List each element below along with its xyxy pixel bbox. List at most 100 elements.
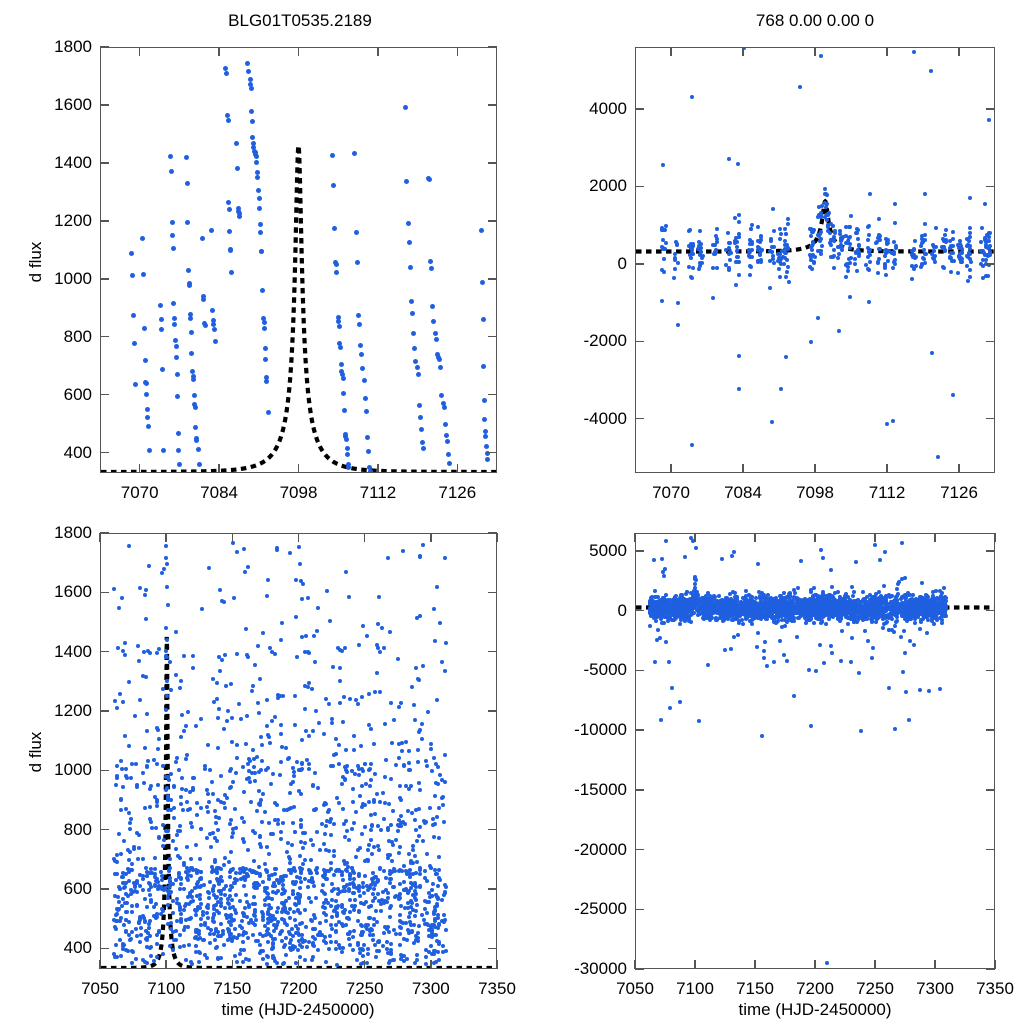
data-point	[246, 68, 252, 74]
data-point	[333, 736, 338, 741]
data-point	[142, 918, 147, 923]
data-point	[278, 772, 282, 777]
data-point	[343, 764, 348, 769]
data-point	[661, 270, 666, 275]
data-point	[272, 917, 277, 922]
data-point	[269, 897, 274, 902]
data-point	[242, 570, 247, 575]
data-point	[246, 847, 251, 852]
data-point	[241, 884, 246, 889]
data-point	[259, 743, 264, 748]
data-point	[241, 959, 246, 964]
data-point	[379, 625, 384, 630]
data-point	[437, 621, 442, 625]
data-point	[314, 830, 319, 834]
data-point	[138, 586, 143, 591]
data-point	[141, 674, 146, 679]
data-point	[948, 269, 953, 274]
data-point	[358, 744, 363, 748]
data-point	[170, 246, 176, 252]
data-point	[266, 955, 271, 960]
data-point	[261, 917, 266, 922]
data-point	[387, 629, 392, 634]
data-point	[334, 795, 339, 800]
data-point	[243, 957, 248, 962]
data-point	[367, 722, 372, 727]
data-point	[282, 903, 286, 908]
data-point	[174, 847, 179, 851]
data-point	[209, 228, 215, 234]
data-point	[314, 895, 319, 900]
data-point	[407, 914, 411, 919]
data-point	[749, 254, 754, 259]
data-point	[480, 317, 486, 323]
data-point	[322, 890, 327, 895]
data-point	[313, 709, 318, 713]
data-point	[368, 903, 373, 908]
data-point	[263, 374, 269, 380]
data-point	[270, 649, 275, 654]
data-point	[157, 736, 162, 741]
data-point	[144, 938, 149, 943]
data-point	[122, 641, 127, 646]
data-point	[396, 828, 400, 833]
data-point	[141, 650, 146, 654]
data-point	[240, 836, 245, 841]
data-point	[198, 856, 202, 861]
data-point	[837, 329, 842, 334]
data-point	[293, 578, 298, 583]
data-point	[239, 947, 244, 952]
data-point	[345, 462, 351, 468]
data-point	[227, 769, 232, 774]
data-point	[987, 117, 992, 122]
data-point	[212, 868, 217, 873]
data-point	[273, 871, 278, 876]
data-point	[346, 936, 351, 941]
data-point	[891, 250, 896, 255]
data-point	[134, 784, 139, 789]
data-point	[120, 947, 125, 951]
data-point	[371, 938, 376, 943]
data-point	[363, 408, 369, 414]
data-point	[782, 251, 787, 256]
data-point	[177, 908, 182, 913]
data-point	[828, 241, 833, 246]
data-point	[252, 883, 257, 888]
data-point	[818, 214, 823, 219]
data-point	[238, 716, 243, 721]
data-point	[215, 870, 220, 875]
data-point	[855, 230, 859, 235]
data-point	[279, 938, 284, 943]
data-point	[265, 920, 270, 925]
data-point	[294, 614, 299, 619]
data-point	[287, 940, 292, 945]
data-point	[424, 764, 429, 768]
data-point	[332, 848, 337, 853]
data-point	[447, 460, 453, 466]
data-point	[145, 960, 150, 965]
data-point	[290, 820, 295, 825]
data-point	[234, 770, 239, 775]
data-point	[911, 49, 916, 54]
data-point	[828, 222, 833, 227]
data-point	[182, 729, 187, 733]
data-point	[657, 635, 662, 640]
data-point	[968, 256, 972, 261]
data-point	[220, 657, 225, 662]
data-point	[181, 862, 186, 867]
data-point	[907, 717, 911, 722]
data-point	[156, 646, 161, 651]
data-point	[259, 758, 264, 763]
data-point	[247, 77, 253, 83]
data-point	[198, 877, 203, 882]
data-point	[251, 764, 256, 769]
data-point	[117, 919, 122, 924]
data-point	[398, 783, 402, 788]
data-point	[348, 882, 353, 887]
data-point	[316, 606, 321, 611]
data-point	[816, 316, 821, 321]
data-point	[267, 851, 271, 856]
data-point	[363, 803, 368, 808]
data-point	[824, 205, 829, 210]
data-point	[154, 942, 159, 946]
